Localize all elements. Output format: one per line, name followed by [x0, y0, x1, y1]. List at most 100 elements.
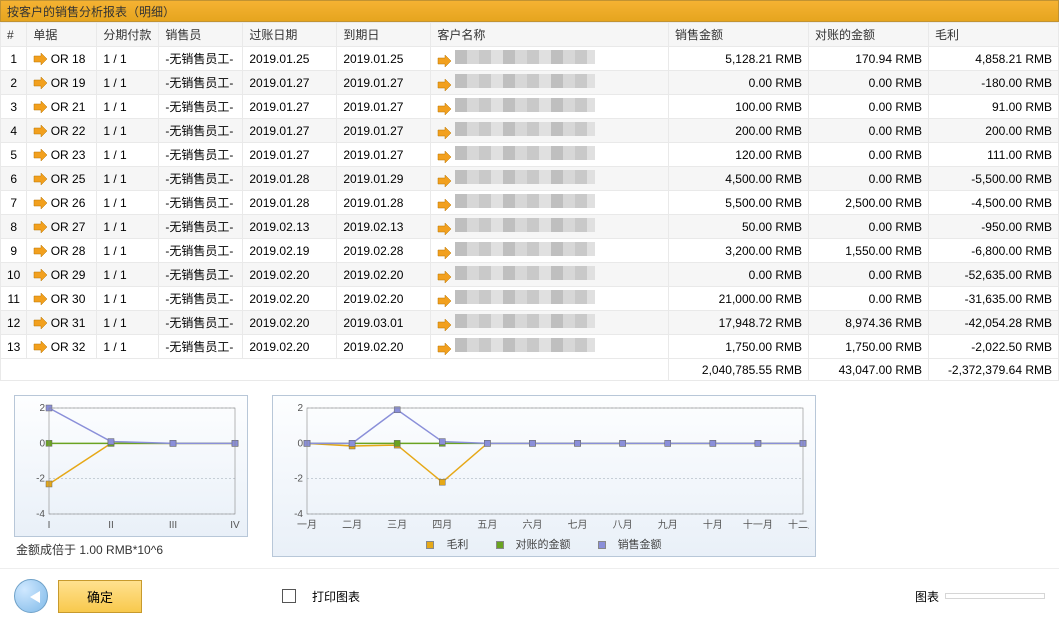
- chart-type-combo[interactable]: [945, 593, 1045, 599]
- link-arrow-icon[interactable]: [33, 76, 47, 90]
- link-arrow-icon[interactable]: [33, 316, 47, 330]
- cell-customer[interactable]: [431, 287, 669, 311]
- table-header-row: # 单据 分期付款 销售员 过账日期 到期日 客户名称 销售金额 对账的金额 毛…: [1, 23, 1059, 47]
- cell-duedate: 2019.02.20: [337, 263, 431, 287]
- print-charts-checkbox[interactable]: [282, 589, 296, 603]
- table-row[interactable]: 6 OR 251 / 1-无销售员工-2019.01.282019.01.29 …: [1, 167, 1059, 191]
- cell-sales-amt: 200.00 RMB: [669, 119, 809, 143]
- cell-duedate: 2019.01.29: [337, 167, 431, 191]
- link-arrow-icon[interactable]: [437, 221, 451, 235]
- table-row[interactable]: 3 OR 211 / 1-无销售员工-2019.01.272019.01.27 …: [1, 95, 1059, 119]
- link-arrow-icon[interactable]: [437, 197, 451, 211]
- cell-doc[interactable]: OR 25: [27, 167, 97, 191]
- cell-customer[interactable]: [431, 47, 669, 71]
- link-arrow-icon[interactable]: [33, 268, 47, 282]
- link-arrow-icon[interactable]: [437, 173, 451, 187]
- table-row[interactable]: 11 OR 301 / 1-无销售员工-2019.02.202019.02.20…: [1, 287, 1059, 311]
- link-arrow-icon[interactable]: [437, 149, 451, 163]
- link-arrow-icon[interactable]: [437, 341, 451, 355]
- cell-customer[interactable]: [431, 191, 669, 215]
- redacted-customer: [455, 338, 595, 352]
- col-profit[interactable]: 毛利: [929, 23, 1059, 47]
- cell-customer[interactable]: [431, 311, 669, 335]
- table-row[interactable]: 13 OR 321 / 1-无销售员工-2019.02.202019.02.20…: [1, 335, 1059, 359]
- link-arrow-icon[interactable]: [33, 124, 47, 138]
- cell-customer[interactable]: [431, 215, 669, 239]
- cell-doc[interactable]: OR 32: [27, 335, 97, 359]
- link-arrow-icon[interactable]: [33, 172, 47, 186]
- col-installment[interactable]: 分期付款: [97, 23, 159, 47]
- link-arrow-icon[interactable]: [437, 53, 451, 67]
- cell-installment: 1 / 1: [97, 119, 159, 143]
- cell-customer[interactable]: [431, 239, 669, 263]
- col-idx[interactable]: #: [1, 23, 27, 47]
- table-row[interactable]: 10 OR 291 / 1-无销售员工-2019.02.202019.02.20…: [1, 263, 1059, 287]
- cell-sales-amt: 120.00 RMB: [669, 143, 809, 167]
- svg-text:一月: 一月: [297, 519, 317, 531]
- chart-monthly: -4-202一月二月三月四月五月六月七月八月九月十月十一月十二月 毛利 对账的金…: [272, 395, 816, 557]
- link-arrow-icon[interactable]: [33, 100, 47, 114]
- cell-doc[interactable]: OR 19: [27, 71, 97, 95]
- cell-doc[interactable]: OR 22: [27, 119, 97, 143]
- col-postdate[interactable]: 过账日期: [243, 23, 337, 47]
- link-arrow-icon[interactable]: [33, 52, 47, 66]
- cell-postdate: 2019.02.20: [243, 263, 337, 287]
- cell-customer[interactable]: [431, 143, 669, 167]
- svg-text:九月: 九月: [658, 519, 678, 531]
- table-row[interactable]: 8 OR 271 / 1-无销售员工-2019.02.132019.02.13 …: [1, 215, 1059, 239]
- svg-text:五月: 五月: [477, 519, 497, 531]
- cell-doc[interactable]: OR 21: [27, 95, 97, 119]
- cell-duedate: 2019.02.13: [337, 215, 431, 239]
- ok-button[interactable]: 确定: [58, 580, 142, 613]
- cell-customer[interactable]: [431, 95, 669, 119]
- link-arrow-icon[interactable]: [437, 77, 451, 91]
- cell-customer[interactable]: [431, 71, 669, 95]
- cell-recon-amt: 0.00 RMB: [809, 95, 929, 119]
- link-arrow-icon[interactable]: [33, 244, 47, 258]
- link-arrow-icon[interactable]: [33, 220, 47, 234]
- link-arrow-icon[interactable]: [437, 101, 451, 115]
- table-row[interactable]: 1 OR 181 / 1-无销售员工-2019.01.252019.01.25 …: [1, 47, 1059, 71]
- col-sales-amt[interactable]: 销售金额: [669, 23, 809, 47]
- cell-profit: 111.00 RMB: [929, 143, 1059, 167]
- col-duedate[interactable]: 到期日: [337, 23, 431, 47]
- cell-duedate: 2019.01.27: [337, 119, 431, 143]
- link-arrow-icon[interactable]: [437, 245, 451, 259]
- cell-doc[interactable]: OR 28: [27, 239, 97, 263]
- table-row[interactable]: 12 OR 311 / 1-无销售员工-2019.02.202019.03.01…: [1, 311, 1059, 335]
- link-arrow-icon[interactable]: [33, 292, 47, 306]
- cell-customer[interactable]: [431, 335, 669, 359]
- cell-doc[interactable]: OR 27: [27, 215, 97, 239]
- cell-profit: -31,635.00 RMB: [929, 287, 1059, 311]
- cell-doc[interactable]: OR 23: [27, 143, 97, 167]
- col-customer[interactable]: 客户名称: [431, 23, 669, 47]
- cell-doc[interactable]: OR 29: [27, 263, 97, 287]
- table-row[interactable]: 4 OR 221 / 1-无销售员工-2019.01.272019.01.27 …: [1, 119, 1059, 143]
- table-row[interactable]: 7 OR 261 / 1-无销售员工-2019.01.282019.01.28 …: [1, 191, 1059, 215]
- col-doc[interactable]: 单据: [27, 23, 97, 47]
- table-row[interactable]: 9 OR 281 / 1-无销售员工-2019.02.192019.02.28 …: [1, 239, 1059, 263]
- link-arrow-icon[interactable]: [437, 293, 451, 307]
- cell-customer[interactable]: [431, 119, 669, 143]
- link-arrow-icon[interactable]: [33, 148, 47, 162]
- cell-doc[interactable]: OR 18: [27, 47, 97, 71]
- link-arrow-icon[interactable]: [437, 317, 451, 331]
- cell-doc[interactable]: OR 26: [27, 191, 97, 215]
- cell-doc[interactable]: OR 31: [27, 311, 97, 335]
- link-arrow-icon[interactable]: [33, 196, 47, 210]
- back-button[interactable]: [14, 579, 48, 613]
- link-arrow-icon[interactable]: [437, 125, 451, 139]
- cell-recon-amt: 0.00 RMB: [809, 143, 929, 167]
- link-arrow-icon[interactable]: [33, 340, 47, 354]
- col-recon-amt[interactable]: 对账的金额: [809, 23, 929, 47]
- cell-doc[interactable]: OR 30: [27, 287, 97, 311]
- link-arrow-icon[interactable]: [437, 269, 451, 283]
- cell-idx: 9: [1, 239, 27, 263]
- col-salesperson[interactable]: 销售员: [159, 23, 243, 47]
- table-row[interactable]: 5 OR 231 / 1-无销售员工-2019.01.272019.01.27 …: [1, 143, 1059, 167]
- table-row[interactable]: 2 OR 191 / 1-无销售员工-2019.01.272019.01.27 …: [1, 71, 1059, 95]
- cell-postdate: 2019.01.27: [243, 71, 337, 95]
- cell-customer[interactable]: [431, 167, 669, 191]
- svg-text:IV: IV: [230, 520, 240, 531]
- cell-customer[interactable]: [431, 263, 669, 287]
